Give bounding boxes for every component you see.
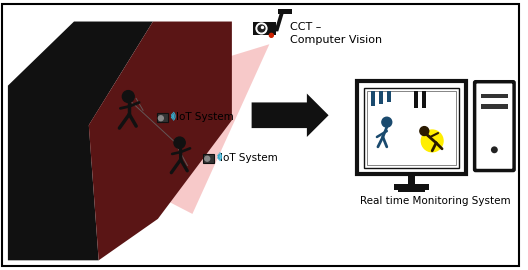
Point (433, 141, 439, 144)
Point (136, 101, 143, 104)
FancyBboxPatch shape (357, 81, 466, 174)
Text: Real time Monitoring System: Real time Monitoring System (360, 196, 511, 206)
Line: 2 pts: 2 pts (422, 132, 430, 137)
Point (439, 147, 445, 150)
Text: IoT System: IoT System (220, 153, 278, 163)
Bar (398, 188, 425, 192)
Line: 2 pts: 2 pts (119, 114, 129, 128)
FancyArrow shape (252, 94, 328, 137)
Circle shape (174, 137, 185, 148)
Line: 2 pts: 2 pts (378, 137, 383, 147)
Circle shape (122, 91, 134, 102)
Line: 2 pts: 2 pts (129, 114, 136, 126)
Bar (157, 113, 168, 122)
Bar (364, 88, 459, 168)
Bar (379, 91, 383, 104)
Point (424, 133, 430, 137)
Circle shape (256, 23, 267, 34)
Circle shape (269, 33, 274, 37)
Circle shape (420, 127, 429, 136)
Bar (414, 91, 418, 108)
Point (375, 145, 381, 149)
Line: 2 pts: 2 pts (427, 135, 436, 143)
Bar (367, 91, 456, 165)
Line: 2 pts: 2 pts (377, 131, 387, 137)
Point (177, 158, 184, 161)
Line: 2 pts: 2 pts (129, 102, 139, 106)
Point (374, 135, 380, 139)
Bar (387, 91, 391, 102)
Line: 2 pts: 2 pts (432, 143, 436, 151)
Polygon shape (275, 12, 284, 31)
Point (126, 105, 133, 108)
Point (177, 158, 184, 161)
Line: 2 pts: 2 pts (181, 148, 190, 152)
Polygon shape (15, 44, 269, 214)
Point (116, 126, 122, 130)
Line: 2 pts: 2 pts (430, 133, 438, 137)
Point (177, 158, 184, 161)
Text: IoT System: IoT System (176, 112, 233, 122)
Bar (203, 154, 214, 163)
Polygon shape (252, 22, 276, 35)
Line: 2 pts: 2 pts (181, 160, 187, 171)
Circle shape (382, 117, 392, 127)
Bar (371, 91, 375, 106)
Circle shape (421, 130, 443, 152)
Point (380, 135, 386, 139)
Point (427, 135, 433, 139)
Point (126, 105, 133, 108)
Bar (278, 9, 292, 14)
Circle shape (205, 156, 210, 161)
Point (384, 126, 390, 129)
Line: 2 pts: 2 pts (383, 137, 387, 147)
Point (187, 147, 193, 150)
Text: CCT –
Computer Vision: CCT – Computer Vision (290, 22, 382, 45)
Bar (408, 174, 416, 186)
Point (177, 150, 184, 154)
Point (169, 152, 175, 156)
Point (126, 101, 133, 104)
Point (117, 107, 124, 110)
Point (126, 113, 133, 116)
Bar (394, 184, 429, 190)
Bar (480, 104, 508, 109)
Point (384, 145, 390, 149)
Circle shape (158, 116, 163, 121)
Point (126, 113, 133, 116)
Bar (422, 91, 426, 108)
Point (380, 135, 386, 139)
Bar (480, 94, 508, 99)
Point (168, 171, 174, 174)
Point (429, 149, 436, 152)
Line: 2 pts: 2 pts (383, 127, 387, 137)
Circle shape (261, 26, 263, 28)
Line: 2 pts: 2 pts (120, 106, 129, 108)
Point (133, 124, 139, 128)
Point (184, 169, 191, 173)
Polygon shape (8, 22, 153, 260)
Point (126, 113, 133, 116)
Point (427, 135, 433, 139)
Point (435, 131, 441, 135)
Line: 2 pts: 2 pts (172, 152, 181, 154)
Point (177, 150, 184, 154)
Line: 2 pts: 2 pts (436, 143, 442, 149)
Circle shape (491, 146, 498, 153)
Point (177, 147, 184, 150)
Polygon shape (89, 22, 232, 260)
Point (433, 141, 439, 144)
Line: 2 pts: 2 pts (171, 160, 181, 173)
Point (380, 135, 386, 139)
Circle shape (258, 25, 265, 32)
Point (384, 129, 390, 133)
FancyBboxPatch shape (475, 82, 514, 171)
Point (419, 130, 426, 134)
Point (433, 141, 439, 144)
